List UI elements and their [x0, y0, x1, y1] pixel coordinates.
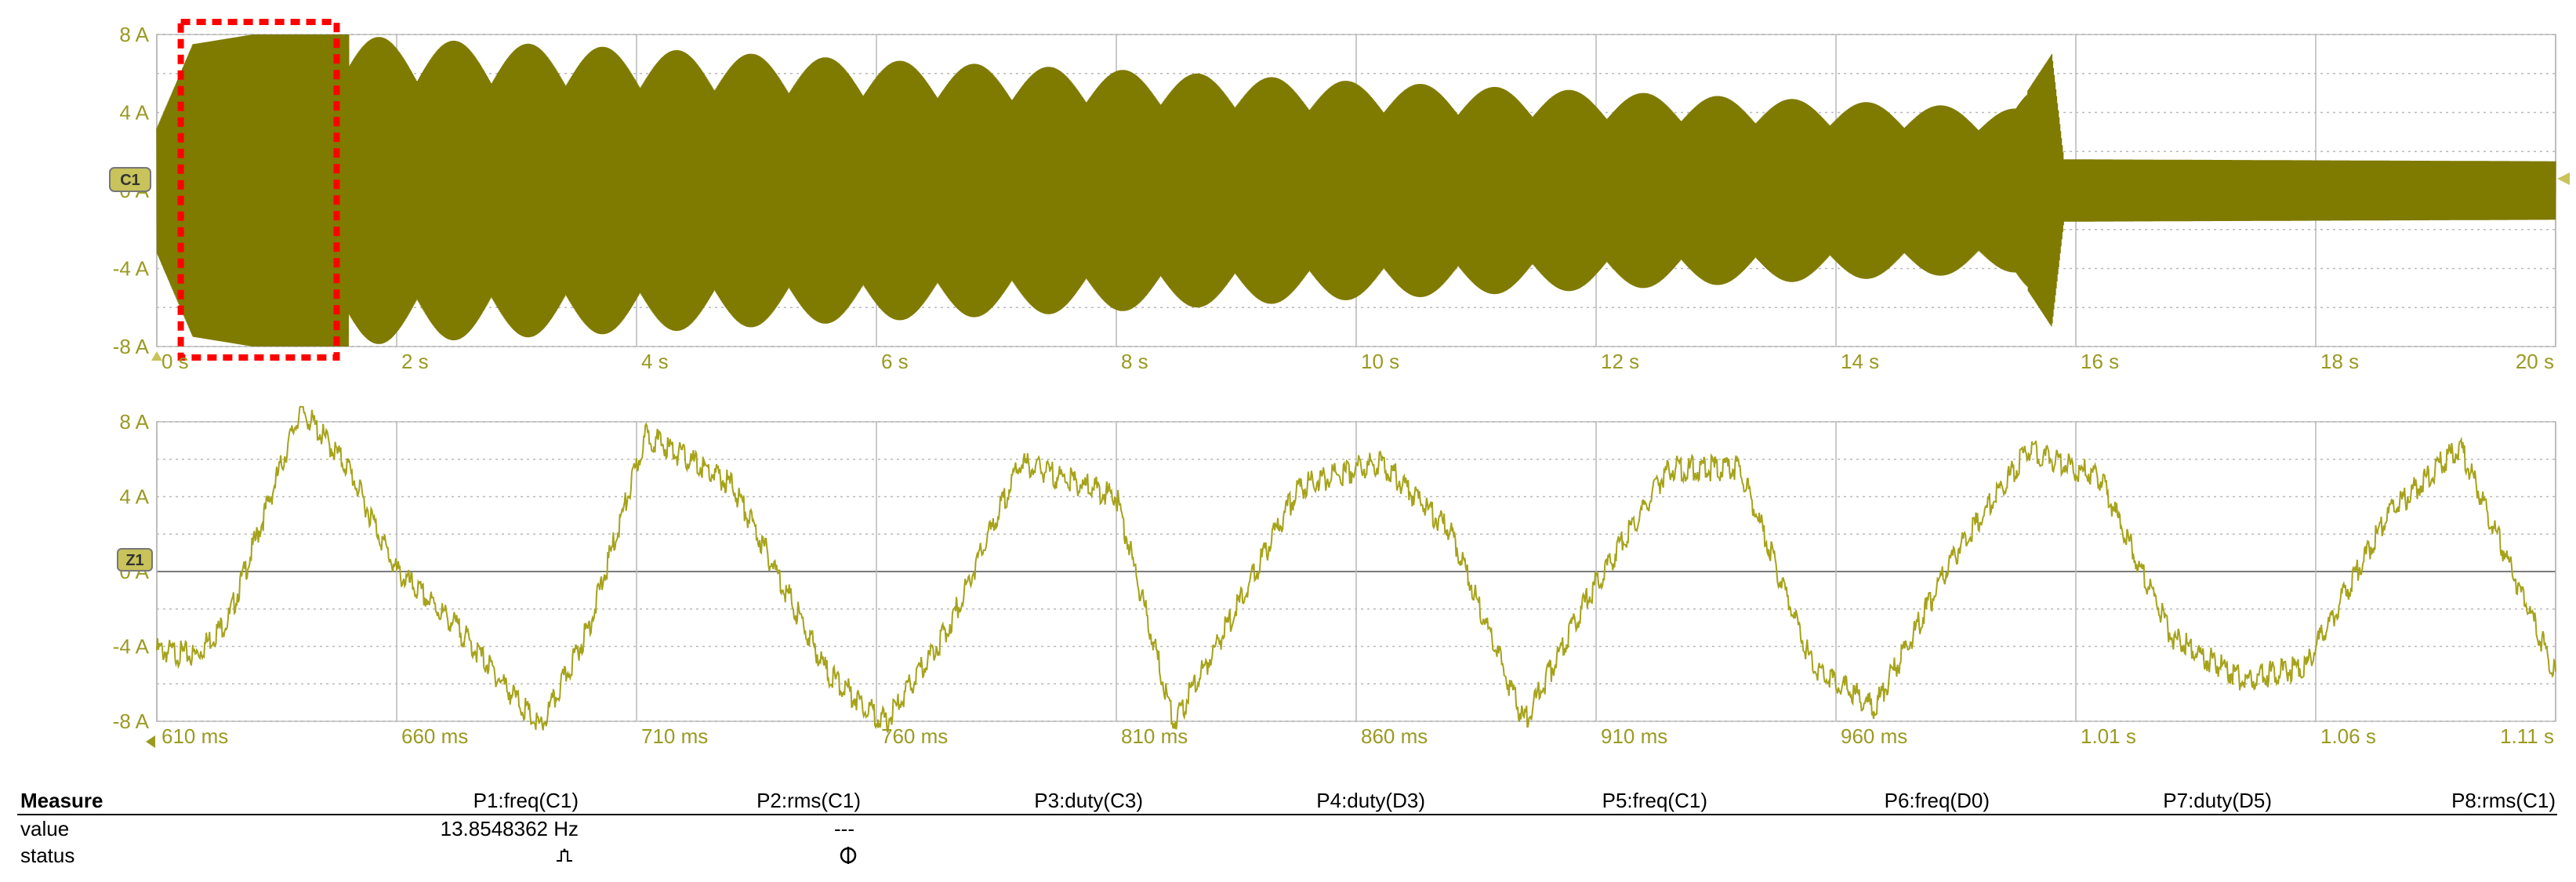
- measure-title: Measure: [20, 789, 103, 812]
- measure-col-p8[interactable]: P8:rms(C1): [2451, 789, 2556, 812]
- overview-x-tick-label: 6 s: [881, 350, 909, 373]
- overview-x-tick-label: 10 s: [1361, 350, 1399, 373]
- zoom-left-arrow[interactable]: [146, 735, 155, 748]
- zoom-y-tick-label: -4 A: [113, 635, 150, 659]
- zoom-x-tick-label: 810 ms: [1121, 724, 1188, 748]
- measure-col-p5[interactable]: P5:freq(C1): [1602, 789, 1707, 812]
- overview-y-tick-label: -4 A: [113, 257, 150, 281]
- overview-x-tick-label: 8 s: [1121, 350, 1148, 373]
- zoom-x-tick-label: 660 ms: [401, 724, 468, 748]
- zoom-x-tick-label: 710 ms: [641, 724, 708, 748]
- oscilloscope-display: 8 A4 A0 A-4 A-8 A 0 s2 s4 s6 s8 s10 s12 …: [109, 19, 2570, 748]
- channel-tag-z1-label: Z1: [125, 552, 143, 569]
- overview-y-tick-label: 4 A: [119, 101, 149, 125]
- zoom-x-tick-label: 860 ms: [1361, 724, 1428, 748]
- zoom-y-tick-label: 4 A: [119, 485, 149, 509]
- overview-plot: 8 A4 A0 A-4 A-8 A 0 s2 s4 s6 s8 s10 s12 …: [109, 19, 2570, 373]
- zoom-x-tick-label: 1.11 s: [2500, 724, 2554, 748]
- measure-col-p6[interactable]: P6:freq(D0): [1884, 789, 1990, 812]
- zoom-x-ticks: 610 ms 660 ms 710 ms 760 ms 810 ms 860 ms 910 …: [161, 724, 2554, 748]
- zoom-grid: [156, 421, 2556, 722]
- zoom-window-marker[interactable]: [177, 19, 340, 361]
- warning-icon: [840, 847, 857, 864]
- overview-x-tick-label: 14 s: [1841, 350, 1879, 373]
- channel-tag-z1[interactable]: Z1: [117, 548, 153, 572]
- row-label-value: value: [20, 817, 70, 840]
- p1-value: 13.8548362 Hz: [440, 817, 579, 840]
- pulse-icon: [557, 848, 572, 862]
- overview-x-tick-label: 0 s: [161, 350, 189, 373]
- trigger-level-marker[interactable]: [2557, 172, 2570, 185]
- zoom-x-tick-label: 760 ms: [881, 724, 948, 748]
- row-label-status: status: [20, 844, 75, 867]
- measure-col-p1[interactable]: P1:freq(C1): [473, 789, 579, 812]
- overview-x-tick-label: 16 s: [2081, 350, 2119, 373]
- measure-table: Measure value status P1:freq(C1) P2:rms(…: [0, 784, 2576, 882]
- zoom-x-tick-label: 960 ms: [1841, 724, 1907, 748]
- overview-x-tick-label: 2 s: [401, 350, 429, 373]
- measure-col-p2[interactable]: P2:rms(C1): [756, 789, 861, 812]
- overview-x-ticks: 0 s 2 s 4 s 6 s 8 s 10 s 12 s 14 s 16 s 18 s 20 s: [161, 350, 2554, 373]
- measure-col-p3[interactable]: P3:duty(C3): [1034, 789, 1143, 812]
- measure-header-rule: [17, 814, 2557, 815]
- overview-x-tick-label: 12 s: [1601, 350, 1639, 373]
- measure-col-p7[interactable]: P7:duty(D5): [2163, 789, 2272, 812]
- overview-trace: [156, 34, 2556, 347]
- zoom-x-tick-label: 910 ms: [1601, 724, 1667, 748]
- overview-y-tick-label: -8 A: [113, 335, 150, 358]
- overview-y-tick-label: 8 A: [119, 23, 149, 46]
- zoom-y-tick-label: -8 A: [113, 710, 150, 733]
- overview-x-tick-label: 18 s: [2320, 350, 2359, 373]
- trigger-position-marker[interactable]: [151, 351, 162, 361]
- zoom-x-tick-label: 1.01 s: [2081, 724, 2136, 748]
- p2-value: ---: [834, 817, 854, 840]
- zoom-trace: [156, 405, 2556, 733]
- overview-x-tick-label: 4 s: [641, 350, 669, 373]
- zoom-trace-line: [156, 405, 2556, 733]
- overview-trace-line: [156, 34, 2556, 347]
- channel-tag-c1[interactable]: C1: [109, 167, 151, 192]
- overview-x-tick-label: 20 s: [2516, 350, 2554, 373]
- zoom-y-tick-label: 8 A: [119, 410, 149, 434]
- measure-col-p4[interactable]: P4:duty(D3): [1316, 789, 1425, 812]
- zoom-x-tick-label: 610 ms: [161, 724, 228, 748]
- zoom-x-tick-label: 1.06 s: [2320, 724, 2376, 748]
- channel-tag-c1-label: C1: [120, 172, 140, 189]
